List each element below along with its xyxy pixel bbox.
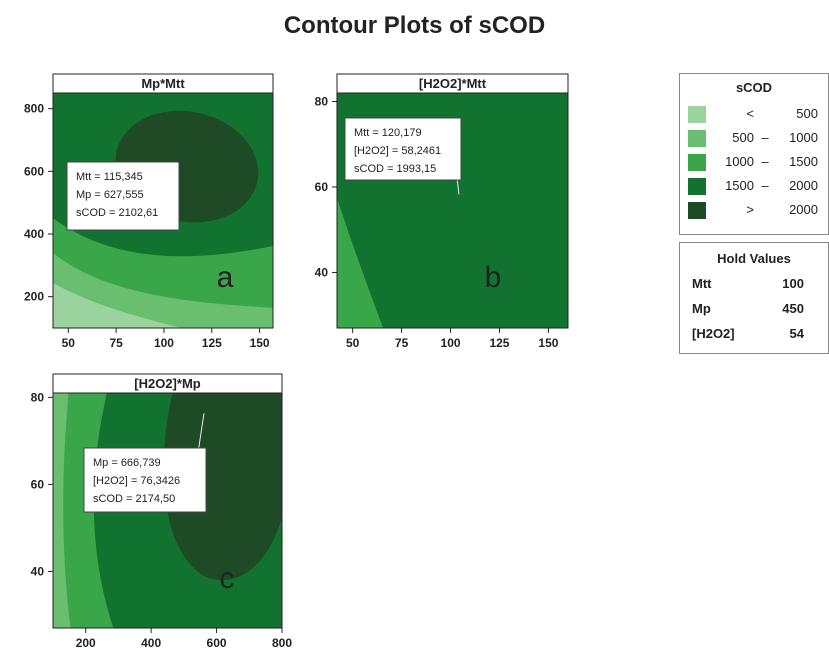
legend-dash: – xyxy=(761,178,769,193)
hold-values-title: Hold Values xyxy=(717,251,791,266)
legend-low: 500 xyxy=(732,130,754,145)
legend-entry: > 2000 xyxy=(688,202,826,219)
x-tick-label: 100 xyxy=(441,336,461,350)
panel-title-bar xyxy=(336,73,569,94)
legend-entry: 1500 – 2000 xyxy=(688,178,826,195)
y-tick-label: 400 xyxy=(24,227,44,241)
panel-title: [H2O2]*Mp xyxy=(134,376,201,391)
legend-swatch xyxy=(688,106,706,123)
hold-value-row: Mtt 100 xyxy=(692,276,812,294)
annotation-text: sCOD = 2174,50 xyxy=(93,493,175,505)
annotation-text: Mp = 627,555 xyxy=(76,189,144,201)
legend-high: 2000 xyxy=(789,202,818,217)
hold-value-number: 54 xyxy=(789,326,804,341)
annotation-box xyxy=(66,161,180,231)
legend-entry: 1000 – 1500 xyxy=(688,154,826,171)
annotation-text: [H2O2] = 76,3426 xyxy=(93,475,180,487)
y-tick-label: 40 xyxy=(31,564,45,578)
legend-swatch xyxy=(688,202,706,219)
contour-panel: Mp*Mtt 50 75 100 125 150 200 400 600 800 Mtt = 115… xyxy=(24,73,274,350)
panel-title: Mp*Mtt xyxy=(141,76,185,91)
y-tick-label: 60 xyxy=(31,477,45,491)
y-tick-label: 800 xyxy=(24,102,44,116)
annotation-text: Mtt = 120,179 xyxy=(354,127,422,139)
y-tick-label: 80 xyxy=(31,390,45,404)
hold-value-name: [H2O2] xyxy=(692,326,735,341)
legend-dash: – xyxy=(761,130,769,145)
contour-panel: [H2O2]*Mp 200 400 600 800 40 60 80 Mp = 666,739 [… xyxy=(31,373,292,650)
region-500-1000 xyxy=(53,393,71,628)
panel-title-bar xyxy=(52,373,283,394)
x-tick-label: 600 xyxy=(207,636,227,650)
annotation-text: sCOD = 2102,61 xyxy=(76,207,158,219)
contour-panel: [H2O2]*Mtt 50 75 100 125 150 40 60 80 Mtt = 120,1… xyxy=(315,73,569,350)
legend-low: < xyxy=(746,106,754,121)
annotation-box xyxy=(344,117,462,181)
hold-value-name: Mtt xyxy=(692,276,712,291)
panel-letter: b xyxy=(485,261,502,294)
x-tick-label: 150 xyxy=(250,336,270,350)
legend-swatch xyxy=(688,178,706,195)
region-above-2000 xyxy=(163,393,282,580)
legend: sCOD < 500 500 – 1000 1000 – 1500 1500 –… xyxy=(679,73,829,235)
legend-high: 500 xyxy=(796,106,818,121)
x-tick-label: 125 xyxy=(202,336,222,350)
x-tick-label: 75 xyxy=(395,336,409,350)
legend-high: 2000 xyxy=(789,178,818,193)
region-below-500 xyxy=(53,283,183,328)
legend-entry: 500 – 1000 xyxy=(688,130,826,147)
hold-values-box: Hold Values Mtt 100 Mp 450 [H2O2] 54 xyxy=(679,242,829,354)
x-tick-label: 50 xyxy=(62,336,76,350)
y-tick-label: 80 xyxy=(315,95,329,109)
x-tick-label: 800 xyxy=(272,636,292,650)
y-tick-label: 40 xyxy=(315,265,329,279)
legend-high: 1500 xyxy=(789,154,818,169)
region-1000-1500 xyxy=(337,198,384,328)
y-tick-label: 600 xyxy=(24,164,44,178)
hold-value-name: Mp xyxy=(692,301,711,316)
legend-low: 1500 xyxy=(725,178,754,193)
legend-high: 1000 xyxy=(789,130,818,145)
region-1000-1500 xyxy=(53,393,114,628)
annotation-text: Mp = 666,739 xyxy=(93,457,161,469)
legend-title: sCOD xyxy=(735,80,773,95)
x-tick-label: 125 xyxy=(489,336,509,350)
chart-title: Contour Plots of sCOD xyxy=(283,12,546,39)
hold-value-row: Mp 450 xyxy=(692,301,812,319)
hold-value-number: 450 xyxy=(782,301,804,316)
x-tick-label: 50 xyxy=(346,336,360,350)
panel-title: [H2O2]*Mtt xyxy=(419,76,487,91)
annotation-box xyxy=(83,447,207,513)
annotation-text: [H2O2] = 58,2461 xyxy=(354,145,441,157)
legend-swatch xyxy=(688,154,706,171)
legend-swatch xyxy=(688,130,706,147)
annotation-text: Mtt = 115,345 xyxy=(76,171,143,183)
panel-letter: a xyxy=(217,261,234,294)
legend-low: > xyxy=(746,202,754,217)
hold-value-number: 100 xyxy=(782,276,804,291)
y-tick-label: 200 xyxy=(24,290,44,304)
y-tick-label: 60 xyxy=(315,180,329,194)
x-tick-label: 75 xyxy=(109,336,123,350)
x-tick-label: 200 xyxy=(76,636,96,650)
legend-low: 1000 xyxy=(725,154,754,169)
legend-dash: – xyxy=(761,154,769,169)
legend-entry: < 500 xyxy=(688,106,826,123)
x-tick-label: 150 xyxy=(538,336,558,350)
panel-title-bar xyxy=(52,73,274,94)
panel-letter: c xyxy=(220,562,235,595)
annotation-text: sCOD = 1993,15 xyxy=(354,163,436,175)
x-tick-label: 100 xyxy=(154,336,174,350)
x-tick-label: 400 xyxy=(141,636,161,650)
hold-value-row: [H2O2] 54 xyxy=(692,326,812,344)
